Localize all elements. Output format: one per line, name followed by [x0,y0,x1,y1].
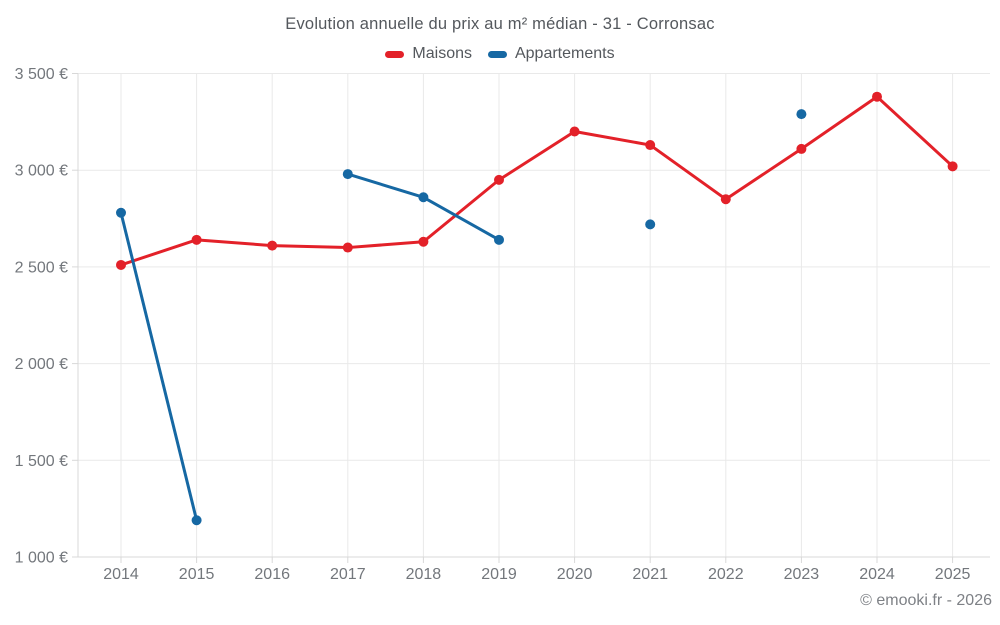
series-maisons [116,91,958,270]
x-axis-tick-label: 2018 [406,566,442,583]
data-point [191,234,202,245]
x-axis-tick-label: 2020 [557,566,593,583]
axis-ticks [72,73,954,563]
footer-credit: © emooki.fr - 2026 [860,592,992,609]
x-axis-tick-label: 2023 [784,566,820,583]
x-axis-tick-label: 2017 [330,566,366,583]
maisons-legend-swatch-icon [385,50,405,58]
data-point [720,194,731,205]
data-point [342,169,353,180]
series-line [119,95,955,267]
x-axis-tick-label: 2019 [481,566,517,583]
x-axis-tick-label: 2024 [859,566,895,583]
chart-legend: Maisons Appartements [0,45,1000,63]
data-point [645,140,656,151]
data-point [116,259,126,270]
x-axis-tick-label: 2022 [708,566,744,583]
data-point [494,234,504,245]
data-point [418,236,429,247]
x-axis-labels: 2014 2015 2016 2017 2018 2019 2020 2021 2022 2023… [103,566,970,583]
series-line [119,211,199,522]
series-appartements [116,109,807,526]
data-point [947,161,958,172]
data-point [569,126,580,137]
y-axis-tick-label: 3 000 € [15,163,68,180]
data-point [494,174,504,185]
y-axis-labels: 1 000 € 1 500 € 2 000 € 2 500 € 3 000 € 3 500… [15,66,68,567]
legend-item-appartements[interactable]: Appartements [487,45,615,63]
chart-title: Evolution annuelle du prix au m² médian … [285,15,715,33]
y-axis-tick-label: 2 500 € [15,259,68,276]
data-point [267,240,278,251]
legend-label-appartements: Appartements [514,45,615,62]
data-point [796,143,807,154]
x-axis-tick-label: 2025 [935,566,971,583]
data-point [116,207,126,218]
gridlines [78,73,990,558]
data-point [645,219,656,230]
legend-item-maisons[interactable]: Maisons [385,45,472,63]
y-axis-tick-label: 1 500 € [15,453,68,470]
data-point [342,242,353,253]
x-axis-tick-label: 2016 [254,566,290,583]
y-axis-tick-label: 3 500 € [15,66,68,83]
y-axis-tick-label: 1 000 € [15,550,68,567]
data-point [418,192,429,203]
axis-border [77,73,990,558]
y-axis-tick-label: 2 000 € [15,356,68,373]
legend-label-maisons: Maisons [412,45,472,62]
data-point [872,91,882,102]
data-point [191,515,202,526]
data-point [796,109,807,120]
x-axis-tick-label: 2014 [103,566,139,583]
x-axis-tick-label: 2015 [179,566,215,583]
x-axis-tick-label: 2021 [632,566,668,583]
appartements-legend-swatch-icon [487,50,507,58]
